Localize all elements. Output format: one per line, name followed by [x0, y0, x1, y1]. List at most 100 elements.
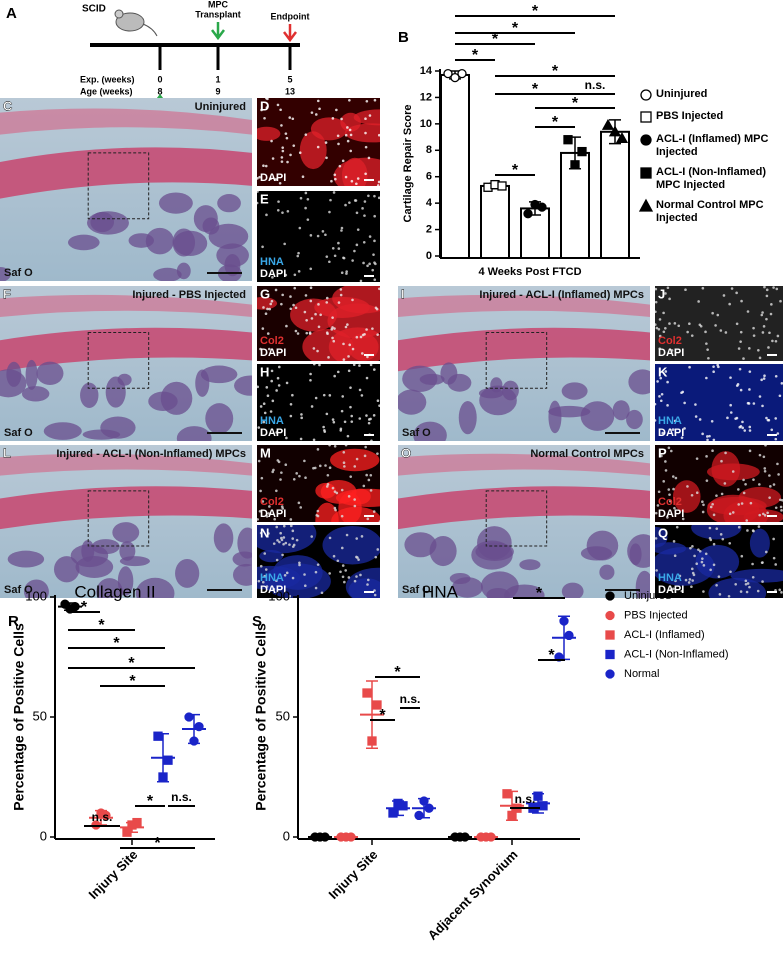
nucleus — [760, 561, 764, 564]
nucleus — [780, 591, 783, 594]
fluorescence — [655, 364, 783, 441]
nucleus — [365, 414, 368, 417]
point — [538, 801, 548, 811]
nucleus — [310, 317, 314, 320]
marrow — [217, 194, 241, 213]
nucleus — [776, 432, 780, 435]
nucleus — [373, 239, 376, 243]
nucleus — [305, 331, 309, 335]
nucleus — [767, 418, 771, 422]
nucleus — [260, 108, 263, 112]
nucleus — [776, 334, 780, 338]
nucleus — [353, 498, 356, 501]
marrow — [626, 409, 643, 430]
nucleus — [316, 563, 320, 566]
nucleus — [330, 328, 334, 331]
nucleus — [657, 328, 661, 331]
nucleus — [336, 370, 340, 374]
nucleus — [674, 476, 678, 480]
nucleus — [659, 376, 663, 380]
nucleus — [705, 435, 709, 438]
nucleus — [372, 414, 376, 417]
nucleus — [752, 334, 756, 337]
image-panel — [655, 525, 783, 598]
channel-label: HNA — [260, 415, 284, 427]
nucleus — [298, 563, 301, 567]
row-value: 1 — [215, 74, 220, 84]
panel-letter: I — [401, 286, 405, 301]
nucleus — [709, 568, 712, 572]
error-bar — [157, 733, 169, 783]
nucleus — [262, 420, 266, 424]
nucleus — [763, 374, 766, 378]
nucleus — [660, 454, 663, 458]
marrow — [629, 543, 642, 566]
nucleus — [748, 347, 751, 350]
marrow — [53, 556, 80, 583]
nucleus — [762, 325, 766, 328]
nucleus — [675, 525, 679, 529]
nucleus — [368, 114, 372, 117]
nucleus — [280, 538, 284, 542]
nucleus — [263, 411, 267, 415]
nucleus — [376, 548, 380, 551]
panel-letter: E — [260, 191, 269, 206]
nucleus — [337, 247, 341, 250]
channel-label: Col2 — [260, 335, 284, 347]
nucleus — [335, 491, 339, 495]
nucleus — [267, 347, 271, 351]
nucleus — [284, 132, 288, 135]
nucleus — [304, 191, 308, 195]
nucleus — [673, 506, 676, 510]
stain — [302, 328, 354, 361]
nucleus — [281, 553, 284, 557]
nucleus — [705, 479, 709, 482]
nucleus — [340, 546, 344, 550]
channel-label: HNA — [658, 572, 682, 584]
inset-box — [87, 332, 150, 389]
nucleus — [729, 403, 732, 407]
nucleus — [266, 332, 270, 335]
nucleus — [321, 230, 325, 233]
marrow — [105, 376, 126, 408]
nucleus — [666, 404, 669, 407]
nucleus — [365, 473, 368, 477]
nucleus — [297, 501, 301, 505]
nucleus — [779, 299, 782, 303]
nucleus — [316, 509, 320, 513]
nucleus — [355, 457, 359, 461]
nucleus — [774, 417, 778, 420]
cartilage — [398, 453, 650, 476]
nucleus — [359, 573, 362, 577]
stain — [345, 567, 380, 598]
marrow — [548, 405, 591, 418]
nucleus — [734, 417, 737, 420]
nucleus — [655, 326, 659, 330]
error-bar — [126, 821, 138, 833]
marrow — [404, 532, 437, 558]
nucleus — [680, 589, 684, 593]
channel-label: DAPI — [260, 427, 286, 439]
nucleus — [374, 555, 378, 559]
y-tick-label: 100 — [25, 588, 47, 603]
stain — [340, 112, 361, 132]
nucleus — [727, 594, 731, 598]
nucleus — [764, 445, 767, 447]
panel-letter: Q — [658, 525, 668, 540]
nucleus — [291, 393, 294, 397]
nucleus — [695, 457, 699, 460]
bar — [600, 130, 630, 260]
nucleus — [270, 379, 274, 383]
model-label: SCID — [82, 4, 106, 15]
nucleus — [362, 240, 366, 244]
nucleus — [729, 570, 732, 574]
nucleus — [344, 445, 348, 447]
nucleus — [655, 511, 658, 515]
image-title: Uninjured — [195, 101, 246, 113]
significance-label: * — [548, 647, 555, 664]
nucleus — [343, 465, 346, 468]
y-tick-label: 100 — [268, 588, 290, 603]
y-tick-label: 6 — [426, 171, 432, 183]
nucleus — [289, 403, 293, 406]
nucleus — [349, 386, 352, 389]
